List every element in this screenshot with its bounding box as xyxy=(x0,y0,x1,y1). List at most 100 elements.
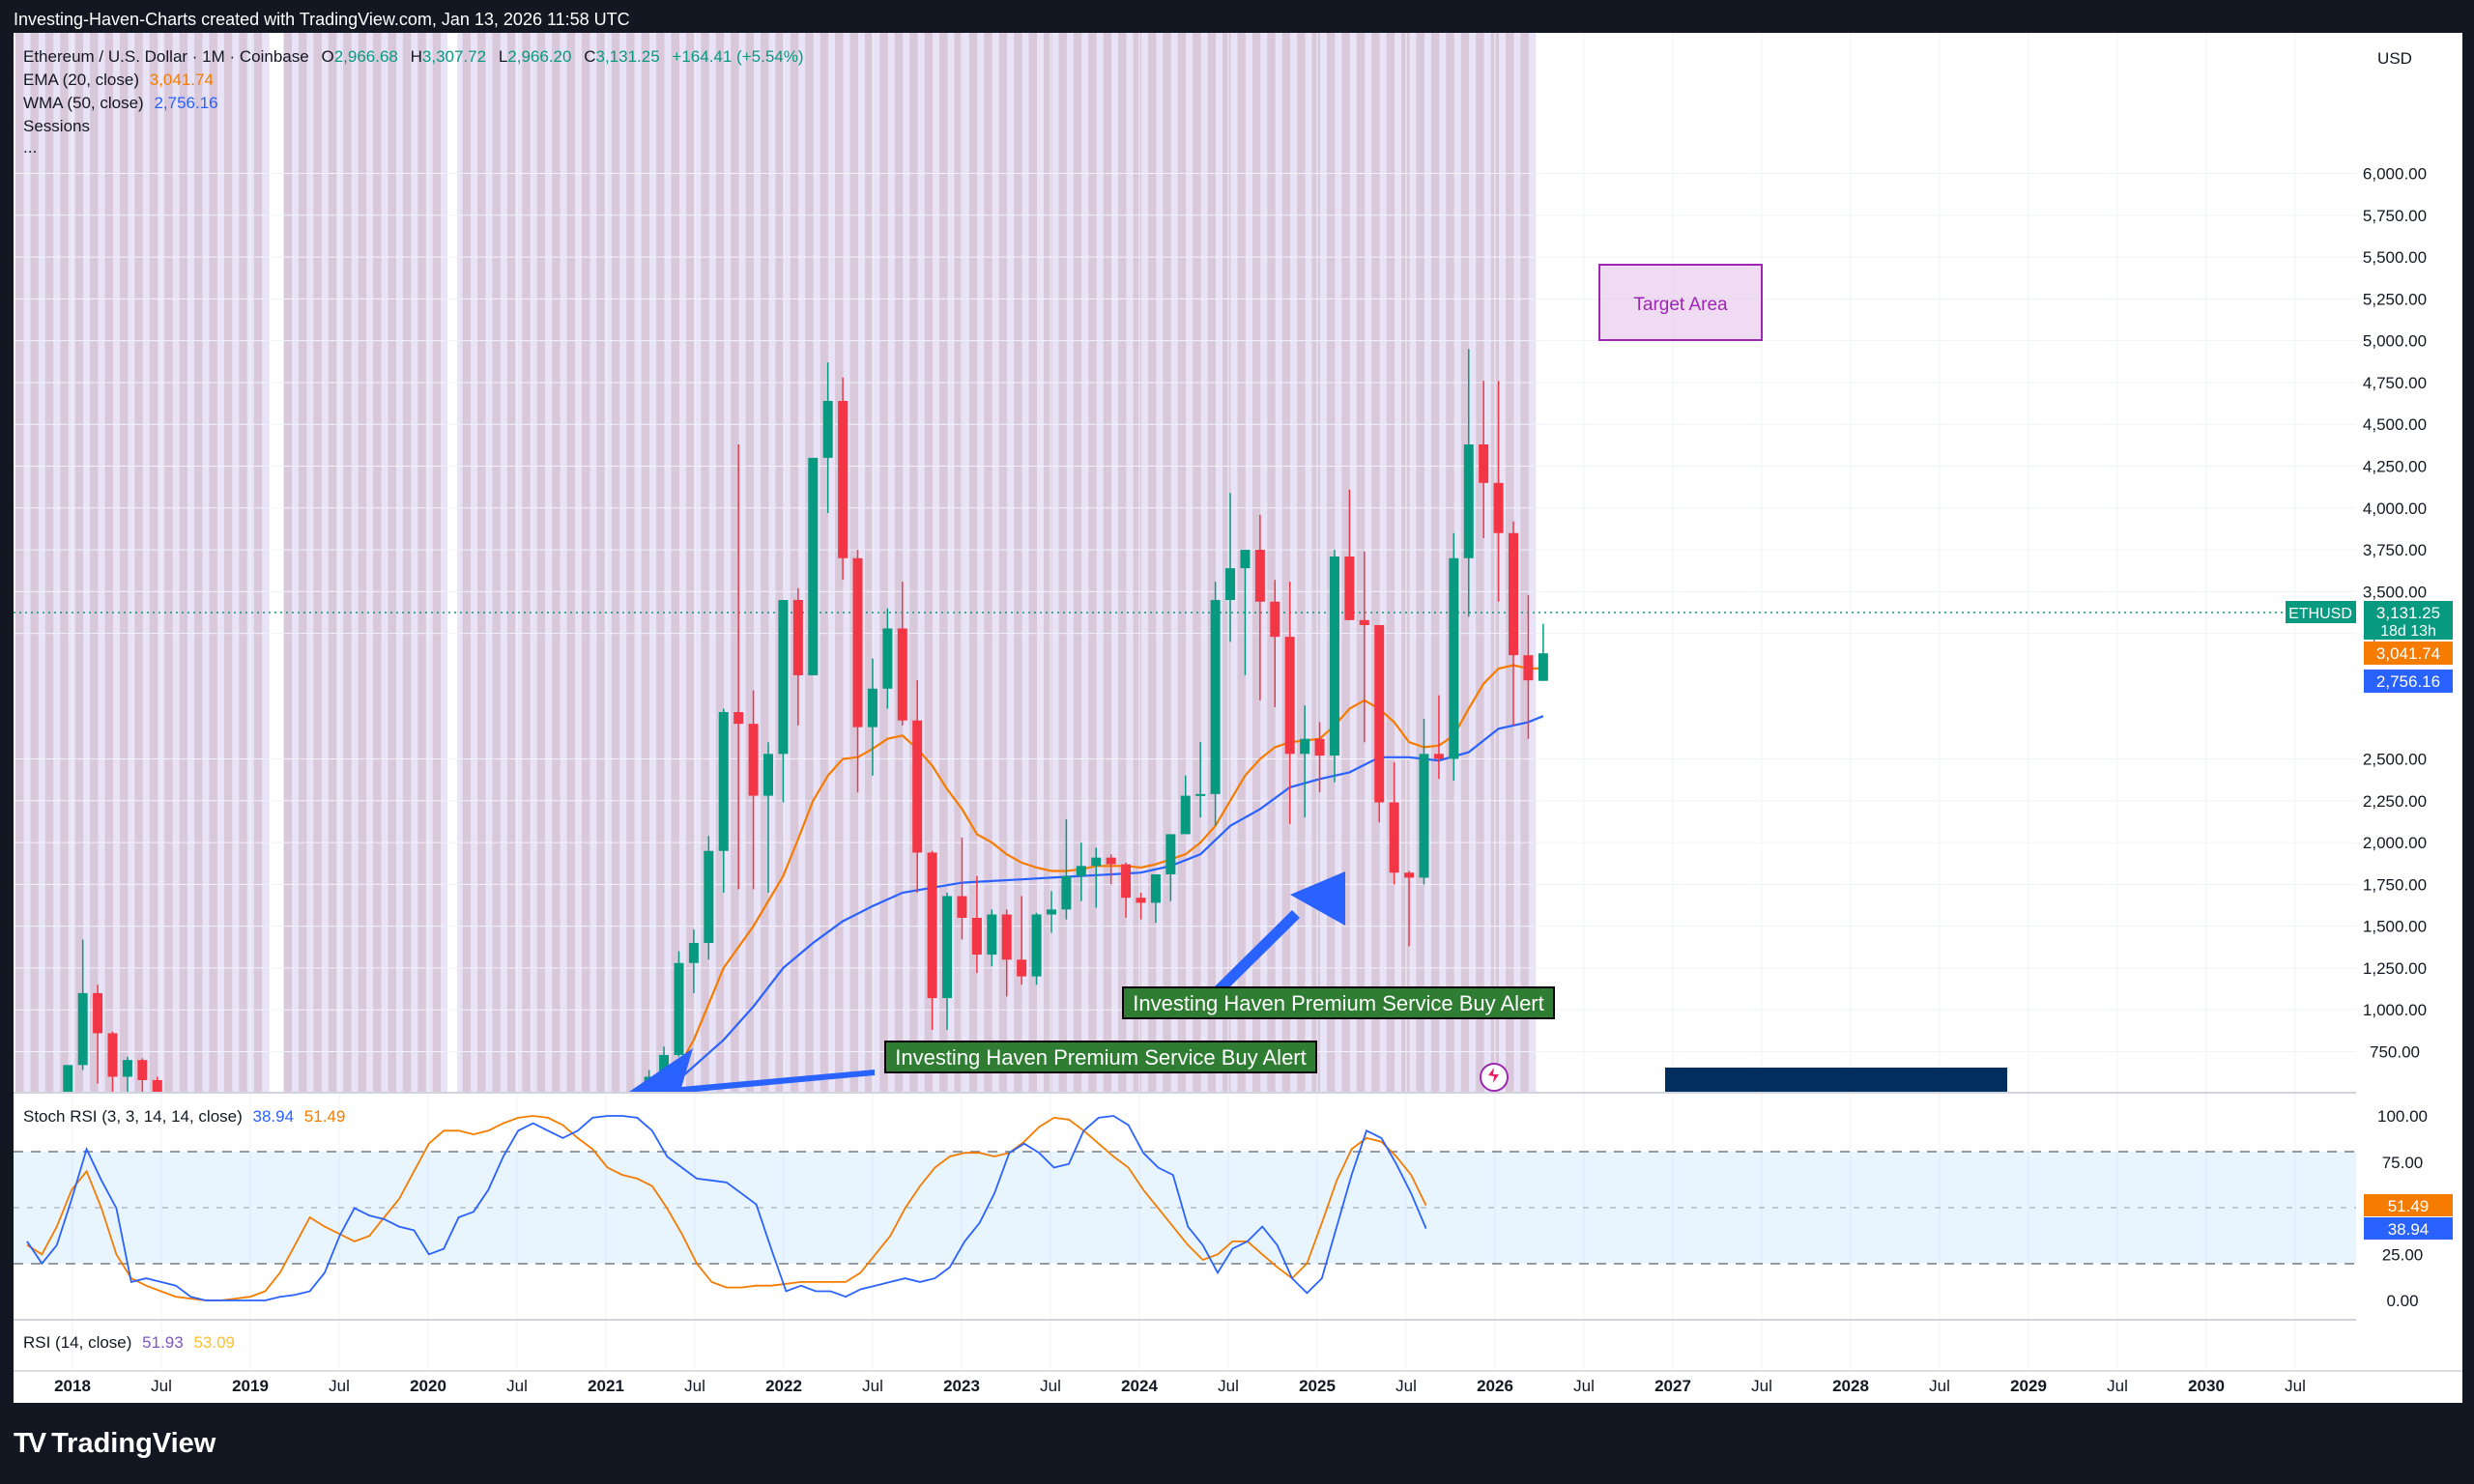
time-tick-label: 2024 xyxy=(1121,1377,1158,1395)
price-tick-label: 1,500.00 xyxy=(2363,918,2427,936)
candle-body xyxy=(852,557,863,728)
session-stripe-light xyxy=(202,33,211,1093)
candle-body xyxy=(1433,754,1444,759)
session-stripe-dark xyxy=(44,33,54,1093)
session-stripe-dark xyxy=(343,33,352,1093)
stoch-k-tag[interactable]: 38.94 xyxy=(2364,1217,2453,1240)
price-tick-label: 5,000.00 xyxy=(2363,332,2427,351)
session-stripe-dark xyxy=(641,33,650,1093)
buy-arrow-1[interactable] xyxy=(628,1048,875,1092)
session-stripe-light xyxy=(590,33,597,1093)
candle-body xyxy=(1329,556,1339,756)
session-stripe-light xyxy=(619,33,627,1093)
session-stripe-light xyxy=(530,33,538,1093)
candle-body xyxy=(152,1079,162,1093)
legend-more[interactable]: ... xyxy=(23,138,37,157)
session-stripe-dark xyxy=(462,33,472,1093)
dark-blue-box[interactable] xyxy=(1665,1068,2007,1092)
candle-body xyxy=(1076,866,1086,876)
sessions-legend-label[interactable]: Sessions xyxy=(23,117,90,135)
session-stripe-dark xyxy=(1281,33,1291,1093)
candle-body xyxy=(792,600,803,675)
session-stripe-light xyxy=(246,33,255,1093)
session-stripe-light xyxy=(1037,33,1045,1093)
session-stripe-dark xyxy=(1193,33,1201,1093)
session-stripe-dark xyxy=(1223,33,1231,1093)
candle-body xyxy=(1106,857,1116,865)
target-area-box[interactable]: Target Area xyxy=(1598,264,1763,341)
session-stripe-light xyxy=(678,33,687,1093)
buy-alert-label-2[interactable]: Investing Haven Premium Service Buy Aler… xyxy=(1122,986,1555,1019)
wma-tag[interactable]: 2,756.16 xyxy=(2364,670,2453,693)
session-stripe-dark xyxy=(522,33,531,1093)
session-stripe-light xyxy=(1409,33,1418,1093)
session-stripe-dark xyxy=(984,33,992,1093)
time-tick-label: Jul xyxy=(2285,1377,2306,1395)
price-tick-label: 5,500.00 xyxy=(2363,248,2427,267)
session-stripe-light xyxy=(947,33,956,1093)
session-stripe-light xyxy=(1469,33,1477,1093)
legend-symbol[interactable]: Ethereum / U.S. Dollar · 1M · Coinbase xyxy=(23,47,309,66)
session-stripe-light xyxy=(216,33,225,1093)
session-stripe-dark xyxy=(909,33,918,1093)
session-stripe-dark xyxy=(1311,33,1321,1093)
stoch-d-tag[interactable]: 51.49 xyxy=(2364,1194,2453,1216)
session-stripe-dark xyxy=(1267,33,1276,1093)
session-stripe-dark xyxy=(581,33,590,1093)
candle-body xyxy=(1061,875,1072,910)
session-stripe-dark xyxy=(119,33,129,1093)
ema-legend-label[interactable]: EMA (20, close) xyxy=(23,71,139,89)
session-stripe-light xyxy=(1051,33,1059,1093)
session-stripe-dark xyxy=(1147,33,1157,1093)
time-tick-label: Jul xyxy=(1751,1377,1772,1395)
candle-body xyxy=(1314,738,1325,756)
candle-body xyxy=(1180,795,1191,835)
candle-body xyxy=(987,914,997,956)
session-stripe-dark xyxy=(968,33,978,1093)
session-stripe-dark xyxy=(1401,33,1410,1093)
session-stripe-light xyxy=(1186,33,1194,1093)
session-stripe-light xyxy=(381,33,389,1093)
svg-text:EMA (20, close) 3,041.74: EMA (20, close) 3,041.74 xyxy=(23,71,214,89)
session-stripe-light xyxy=(1424,33,1432,1093)
replay-icon[interactable] xyxy=(1480,1063,1509,1092)
session-stripe-dark xyxy=(1297,33,1306,1093)
tradingview-logo[interactable]: TV TradingView xyxy=(14,1428,216,1460)
last-price-tag[interactable]: 3,131.25 18d 13h xyxy=(2364,601,2453,640)
ema-tag[interactable]: 3,041.74 xyxy=(2364,642,2453,665)
stoch-tick-label: 100.00 xyxy=(2377,1107,2428,1126)
session-stripe-light xyxy=(873,33,880,1093)
price-scale[interactable]: USD 6,000.00 5,750.00 5,500.00 5,250.00 5,00… xyxy=(2363,49,2427,1062)
symbol-tag[interactable]: ETHUSD xyxy=(2286,601,2356,623)
session-stripe-dark xyxy=(671,33,679,1093)
session-stripe-light xyxy=(321,33,330,1093)
rsi-legend[interactable]: RSI (14, close) 51.93 53.09 xyxy=(23,1333,235,1352)
session-stripe-dark xyxy=(1043,33,1052,1093)
session-stripe-dark xyxy=(954,33,963,1093)
time-axis[interactable]: 2018 Jul 2019 Jul 2020 Jul 2021 Jul 2022 Jul 2023 J… xyxy=(54,1377,2306,1395)
stoch-legend[interactable]: Stoch RSI (3, 3, 14, 14, close) 38.94 51… xyxy=(23,1107,345,1126)
candle-body xyxy=(748,724,759,796)
session-stripe-dark xyxy=(60,33,69,1093)
session-stripe-light xyxy=(396,33,404,1093)
time-tick-label: Jul xyxy=(329,1377,350,1395)
session-stripe-light xyxy=(1483,33,1492,1093)
session-stripe-light xyxy=(142,33,151,1093)
session-stripe-dark xyxy=(626,33,635,1093)
session-stripe-dark xyxy=(30,33,39,1093)
session-stripe-light xyxy=(575,33,583,1093)
candle-body xyxy=(1344,556,1355,620)
wma-legend-label[interactable]: WMA (50, close) xyxy=(23,94,144,112)
price-tick-label: 750.00 xyxy=(2370,1043,2420,1062)
buy-arrow-2[interactable] xyxy=(1214,871,1345,995)
candle-body xyxy=(1270,601,1280,638)
session-stripe-light xyxy=(1379,33,1388,1093)
session-stripe-light xyxy=(604,33,613,1093)
currency-label: USD xyxy=(2377,49,2412,68)
stoch-tick-label: 25.00 xyxy=(2382,1245,2424,1264)
buy-alert-label-1[interactable]: Investing Haven Premium Service Buy Aler… xyxy=(884,1041,1317,1073)
candle-body xyxy=(897,628,907,721)
session-stripe-dark xyxy=(104,33,114,1093)
time-tick-label: Jul xyxy=(1395,1377,1417,1395)
session-stripe-dark xyxy=(358,33,367,1093)
